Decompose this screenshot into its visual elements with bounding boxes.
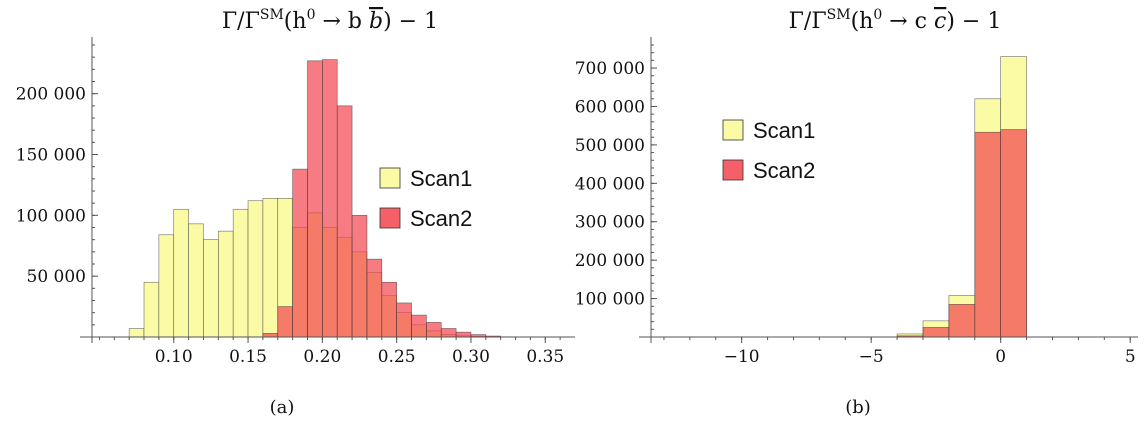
bar-scan1-2 bbox=[159, 235, 174, 337]
bar-scan1-9 bbox=[263, 198, 278, 337]
panel-a-title-bbar: b bbox=[369, 9, 383, 34]
bar-scan2-2 bbox=[949, 304, 975, 337]
bar-scan1-3 bbox=[174, 209, 189, 337]
legend-label-scan2: Scan2 bbox=[753, 158, 815, 183]
bar-scan1-6 bbox=[218, 231, 233, 337]
bar-scan2-11 bbox=[426, 322, 441, 337]
bar-scan1-8 bbox=[248, 201, 263, 337]
legend-label-scan2: Scan2 bbox=[410, 206, 472, 231]
bar-scan2-4 bbox=[1001, 130, 1027, 337]
y-tick-label: 700 000 bbox=[575, 59, 645, 79]
y-tick-label: 150 000 bbox=[16, 146, 86, 166]
legend-swatch-scan1 bbox=[723, 120, 743, 140]
legend-swatch-scan2 bbox=[723, 160, 743, 180]
y-tick-label: 100 000 bbox=[16, 206, 86, 226]
bar-scan1-5 bbox=[203, 240, 218, 337]
legend-swatch-scan2 bbox=[380, 208, 400, 228]
y-tick-label: 200 000 bbox=[575, 251, 645, 271]
bar-scan2-13 bbox=[456, 332, 471, 337]
bar-scan2-1 bbox=[923, 327, 949, 337]
panel-b-title: Γ/ΓSM(h0 → c c) − 1 bbox=[789, 7, 1002, 34]
x-tick-label: 5 bbox=[1125, 347, 1136, 367]
bar-scan2-5 bbox=[337, 106, 352, 337]
panel-b-caption: (b) bbox=[845, 397, 871, 418]
x-tick-label: 0.20 bbox=[303, 347, 341, 367]
bar-scan2-4 bbox=[322, 60, 337, 337]
legend-label-scan1: Scan1 bbox=[753, 118, 815, 143]
x-tick-label: 0.15 bbox=[229, 347, 267, 367]
bar-scan2-0 bbox=[263, 333, 278, 337]
y-tick-label: 100 000 bbox=[575, 290, 645, 310]
bar-scan1-4 bbox=[189, 224, 204, 337]
bar-scan2-3 bbox=[975, 132, 1001, 337]
y-tick-label: 500 000 bbox=[575, 136, 645, 156]
x-tick-label: 0.35 bbox=[526, 347, 564, 367]
bar-scan2-10 bbox=[412, 315, 427, 337]
y-tick-label: 400 000 bbox=[575, 174, 645, 194]
bar-scan2-6 bbox=[352, 215, 367, 337]
bar-scan2-12 bbox=[441, 328, 456, 337]
y-tick-label: 200 000 bbox=[16, 85, 86, 105]
x-tick-label: −5 bbox=[859, 347, 884, 367]
panel-a-caption: (a) bbox=[270, 397, 295, 418]
bar-scan2-9 bbox=[397, 303, 412, 337]
panel-a-title: Γ/ΓSM(h0 → b b) − 1 bbox=[222, 7, 438, 34]
legend-swatch-scan1 bbox=[380, 168, 400, 188]
y-tick-label: 600 000 bbox=[575, 97, 645, 117]
legend-label-scan1: Scan1 bbox=[410, 166, 472, 191]
bar-scan2-3 bbox=[307, 61, 322, 337]
bar-scan1-0 bbox=[129, 328, 144, 337]
y-tick-label: 300 000 bbox=[575, 213, 645, 233]
x-tick-label: 0 bbox=[995, 347, 1006, 367]
x-tick-label: 0.30 bbox=[452, 347, 490, 367]
bar-scan2-8 bbox=[382, 282, 397, 337]
panel-b-title-cbar: c bbox=[934, 9, 946, 34]
bar-scan2-2 bbox=[293, 169, 308, 337]
x-tick-label: 0.25 bbox=[378, 347, 416, 367]
y-tick-label: 50 000 bbox=[27, 267, 86, 287]
bar-scan2-1 bbox=[278, 307, 293, 337]
x-tick-label: −10 bbox=[724, 347, 760, 367]
bar-scan1-1 bbox=[144, 282, 159, 337]
panel-a-histogram: 0.10 0.15 0.20 0.25 0.30 0.35 50 000 100 000 150… bbox=[16, 37, 575, 367]
panel-b-histogram: −10 −5 0 5 100 000 200 000 300 000 400 000 500 0… bbox=[575, 37, 1138, 367]
x-tick-label: 0.10 bbox=[155, 347, 193, 367]
bar-scan1-7 bbox=[233, 209, 248, 337]
bar-scan2-7 bbox=[367, 259, 382, 337]
